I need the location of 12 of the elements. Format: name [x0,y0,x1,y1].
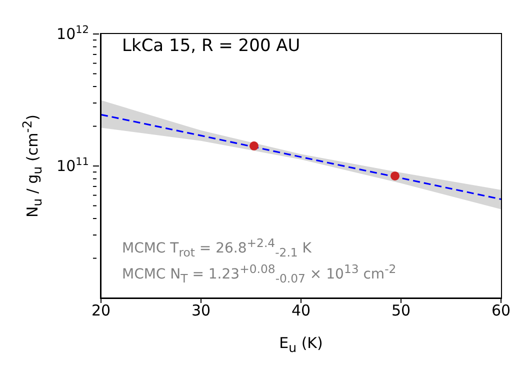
y-tick-label: 10$^{11}$ [56,156,89,175]
annotation: MCMC T$_{rot}$ = 26.8$^{+2.4}$$_{-2.1}$ K [122,236,312,260]
x-tick-label: 50 [391,302,411,320]
x-axis-title: E$_{u}$ (K) [278,334,324,355]
y-tick-label: 10$^{12}$ [56,24,89,43]
line-series [101,114,501,200]
x-tick-label: 40 [291,302,311,320]
x-tick-label: 20 [91,302,111,320]
chart-title: LkCa 15, R = 200 AU [122,36,300,56]
x-tick-label: 60 [491,302,511,320]
text: MCMC N$_{T}$ = 1.23$^{+0.08}$$_{-0.07}$ × 10$^{13}$ cm$^{-2}$ [122,262,396,286]
x-tick-label: 30 [191,302,211,320]
